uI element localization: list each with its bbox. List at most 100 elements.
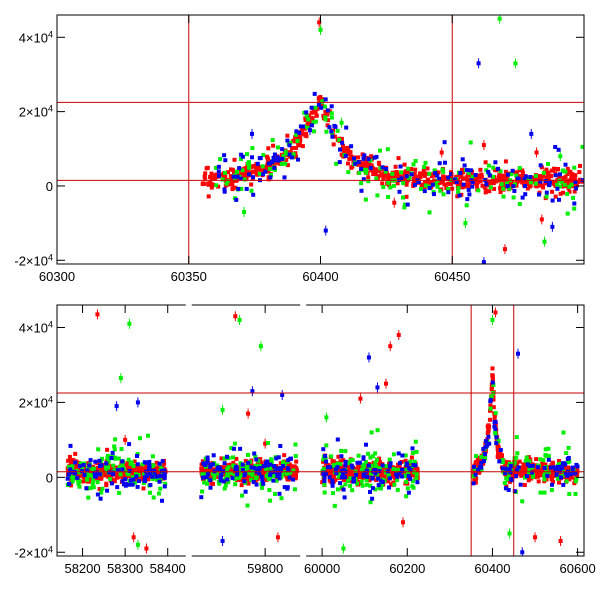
data-point bbox=[368, 455, 373, 460]
data-point bbox=[282, 175, 287, 180]
axis-break bbox=[300, 554, 307, 558]
data-point bbox=[418, 175, 423, 179]
data-point bbox=[268, 477, 272, 482]
data-point bbox=[505, 172, 510, 177]
data-point bbox=[527, 459, 532, 464]
data-point bbox=[73, 475, 78, 480]
data-point bbox=[104, 483, 109, 488]
data-point bbox=[423, 180, 427, 185]
data-point bbox=[388, 185, 393, 190]
data-point bbox=[442, 182, 447, 187]
data-point bbox=[511, 184, 516, 189]
data-point bbox=[568, 467, 573, 472]
data-point bbox=[507, 461, 512, 466]
data-point bbox=[544, 175, 549, 180]
data-point bbox=[565, 456, 570, 461]
data-point bbox=[339, 448, 344, 453]
data-point bbox=[264, 154, 269, 159]
series-2 bbox=[216, 58, 584, 264]
data-point bbox=[297, 142, 302, 147]
data-point bbox=[573, 179, 578, 184]
data-point bbox=[135, 484, 140, 489]
data-point bbox=[259, 460, 264, 465]
data-point bbox=[369, 154, 374, 159]
data-point bbox=[270, 138, 275, 143]
data-point bbox=[124, 468, 129, 473]
data-point bbox=[273, 158, 278, 163]
data-point bbox=[149, 464, 154, 469]
data-point bbox=[244, 186, 249, 191]
data-point bbox=[549, 174, 554, 179]
data-point bbox=[251, 175, 255, 180]
data-point bbox=[503, 184, 508, 189]
data-point bbox=[234, 197, 239, 202]
data-point bbox=[217, 467, 222, 472]
data-point bbox=[335, 128, 340, 133]
data-point bbox=[322, 482, 327, 487]
data-point bbox=[567, 189, 572, 194]
data-point bbox=[271, 478, 276, 483]
data-point bbox=[162, 484, 167, 489]
data-point bbox=[437, 180, 442, 185]
data-point bbox=[217, 173, 221, 178]
data-point bbox=[244, 474, 249, 479]
data-point bbox=[204, 475, 209, 480]
data-point bbox=[225, 179, 230, 184]
data-point bbox=[258, 466, 263, 471]
data-point bbox=[317, 98, 322, 103]
data-point bbox=[349, 144, 354, 149]
data-point bbox=[555, 465, 560, 469]
data-point bbox=[99, 463, 104, 468]
data-point bbox=[501, 186, 506, 191]
data-point bbox=[86, 495, 91, 500]
data-point bbox=[335, 487, 340, 492]
data-point bbox=[266, 156, 270, 161]
axis-break bbox=[185, 303, 192, 307]
data-point bbox=[261, 172, 266, 177]
data-point bbox=[543, 447, 548, 452]
data-point bbox=[500, 460, 505, 465]
data-point bbox=[376, 476, 381, 481]
data-point bbox=[421, 168, 426, 173]
data-point bbox=[143, 467, 147, 471]
data-point bbox=[240, 154, 245, 159]
data-point bbox=[550, 198, 555, 203]
data-point bbox=[335, 461, 340, 466]
data-point bbox=[496, 175, 501, 180]
data-point bbox=[324, 415, 329, 420]
data-point bbox=[361, 456, 366, 461]
data-point bbox=[506, 474, 511, 479]
data-point bbox=[476, 61, 481, 66]
data-point bbox=[500, 173, 504, 178]
data-point bbox=[512, 467, 517, 472]
data-point bbox=[355, 481, 359, 486]
data-point bbox=[392, 482, 397, 487]
data-point bbox=[343, 147, 347, 152]
data-point bbox=[386, 180, 391, 185]
plot-frame bbox=[56, 14, 585, 265]
data-point bbox=[470, 174, 475, 179]
data-point bbox=[266, 441, 270, 445]
data-point bbox=[115, 485, 120, 490]
data-point bbox=[411, 451, 415, 455]
data-point bbox=[555, 476, 560, 481]
data-point bbox=[350, 472, 355, 477]
data-point bbox=[546, 446, 551, 451]
data-point bbox=[76, 460, 81, 465]
data-point bbox=[347, 461, 352, 466]
data-point bbox=[385, 147, 390, 152]
data-point bbox=[208, 464, 213, 469]
data-point bbox=[405, 202, 410, 207]
data-point bbox=[99, 475, 104, 480]
data-point bbox=[366, 463, 371, 468]
data-point bbox=[498, 452, 503, 457]
data-point bbox=[381, 176, 386, 181]
data-point bbox=[338, 481, 343, 486]
data-point bbox=[90, 482, 95, 486]
data-point bbox=[441, 169, 446, 174]
data-point bbox=[338, 462, 343, 467]
data-point bbox=[522, 177, 527, 182]
data-point bbox=[411, 472, 415, 477]
data-point bbox=[488, 179, 493, 184]
data-point bbox=[464, 182, 468, 187]
